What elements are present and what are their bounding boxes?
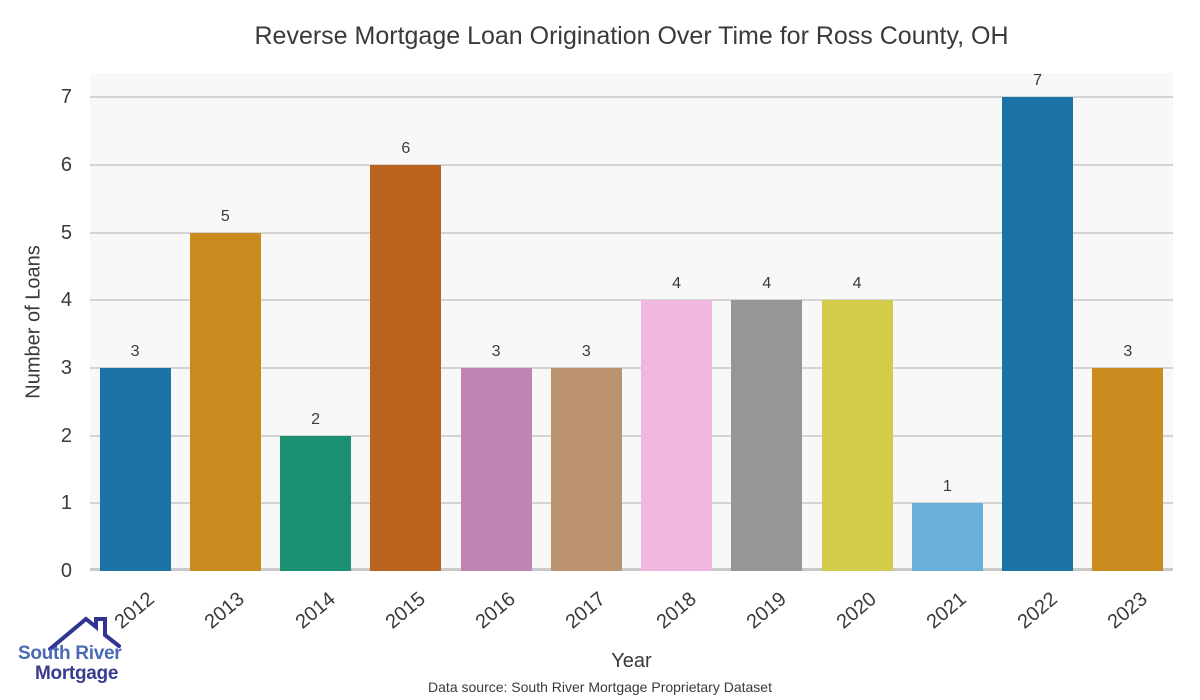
gridline-y5 [90,231,1173,234]
bar-value-label-2021: 1 [942,478,952,496]
bar-2021 [911,503,983,571]
bar-value-label-2015: 6 [401,140,411,158]
bar-2019 [731,300,803,571]
bar-value-label-2020: 4 [852,275,862,293]
bar-2020 [821,300,893,571]
gridline-y6 [90,164,1173,167]
bar-2016 [460,368,532,571]
x-axis-line [90,568,1173,571]
x-tick-2017: 2017 [561,587,611,634]
y-tick-3: 3 [60,357,72,380]
y-tick-7: 7 [60,86,72,109]
x-tick-2018: 2018 [652,587,701,634]
x-tick-2013: 2013 [200,587,250,634]
x-tick-2023: 2023 [1103,587,1152,634]
y-tick-0: 0 [60,560,72,582]
bar-value-label-2013: 5 [220,207,230,225]
bar-2012 [99,368,171,571]
y-tick-1: 1 [60,492,72,515]
x-tick-2019: 2019 [742,587,791,634]
bar-2022 [1002,97,1074,571]
logo-text-mortgage: Mortgage [35,663,119,684]
gridline-y2 [90,434,1173,437]
bar-value-label-2016: 3 [491,343,501,361]
bar-value-label-2018: 4 [672,275,682,293]
data-source-note: Data source: South River Mortgage Propri… [428,679,772,695]
y-tick-6: 6 [60,154,72,177]
chart-title: Reverse Mortgage Loan Origination Over T… [254,22,1009,50]
bar-value-label-2022: 7 [1033,72,1043,90]
plot-area: 3 5 2 6 3 3 4 4 4 1 7 3 [90,72,1173,571]
y-tick-5: 5 [60,221,72,244]
gridline-y7 [90,96,1173,99]
y-axis-ticks: 0 1 2 3 4 5 6 7 [0,73,72,581]
x-tick-2021: 2021 [922,587,972,634]
gridline-y3 [90,367,1173,370]
bar-2018 [641,300,713,571]
x-tick-2020: 2020 [832,587,881,634]
gridline-y4 [90,299,1173,302]
y-tick-2: 2 [60,424,72,447]
logo-text-south-river: South River [18,643,122,664]
south-river-mortgage-logo: South River Mortgage [12,610,162,698]
x-tick-2016: 2016 [471,587,520,634]
bar-value-label-2017: 3 [581,343,591,361]
bar-value-label-2012: 3 [130,343,140,361]
x-tick-2014: 2014 [291,587,340,634]
bar-2023 [1092,368,1164,571]
bar-2015 [370,165,442,571]
x-tick-2022: 2022 [1013,587,1062,634]
x-axis-ticks: 2012 2013 2014 2015 2016 2017 2018 2019 2020 2021… [90,571,1173,646]
bar-2017 [550,368,622,571]
bar-2013 [189,232,261,571]
y-axis-label: Number of Loans [22,245,45,399]
x-tick-2015: 2015 [381,587,430,634]
x-axis-label: Year [611,650,652,672]
bar-value-label-2014: 2 [311,410,321,428]
house-roof-icon [48,616,121,651]
bar-2014 [280,435,352,571]
bar-value-label-2023: 3 [1123,343,1133,361]
y-tick-4: 4 [60,289,72,312]
bar-value-label-2019: 4 [762,275,772,293]
gridline-y1 [90,502,1173,505]
